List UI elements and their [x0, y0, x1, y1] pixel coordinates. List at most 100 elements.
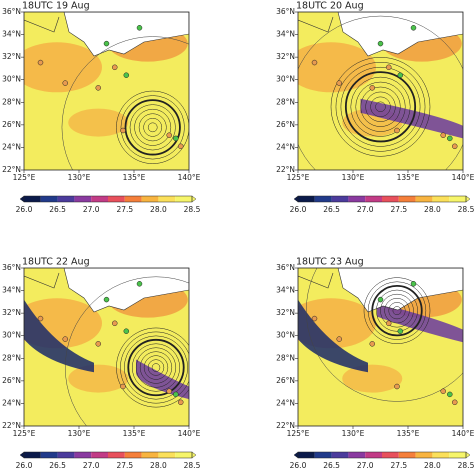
- colorbar-label: 28.0: [150, 205, 167, 214]
- coast: [298, 16, 334, 33]
- station: [336, 80, 342, 86]
- lon-label: 125°E: [13, 173, 36, 182]
- pressure-contour: [344, 71, 417, 143]
- colorbar-segment: [331, 452, 349, 458]
- colorbar-label: 27.0: [357, 461, 374, 470]
- colorbar-segment: [382, 452, 399, 458]
- pressure-contour: [147, 359, 165, 376]
- station: [369, 341, 375, 347]
- pressure-contour: [370, 96, 391, 117]
- station: [37, 315, 44, 322]
- colorbar-segment: [365, 196, 382, 202]
- colorbar-segment: [158, 196, 176, 202]
- warm-area: [298, 42, 376, 93]
- lat-label: 28°N: [276, 97, 295, 106]
- map: [24, 12, 189, 170]
- lat-label: 32°N: [276, 52, 295, 61]
- colorbar-segment: [124, 196, 142, 202]
- lat-label: 22°N: [276, 421, 295, 430]
- colorbar-segment: [141, 196, 159, 202]
- lat-label: 36°N: [2, 263, 21, 272]
- lon-label: 140°E: [178, 429, 201, 438]
- colorbar-segment: [91, 196, 108, 202]
- colorbar-end: [293, 451, 299, 459]
- lat-label: 30°N: [276, 75, 295, 84]
- colorbar-label: 26.5: [49, 205, 66, 214]
- station: [377, 40, 384, 47]
- pressure-contour: [131, 343, 181, 392]
- colorbar-label: 27.5: [390, 461, 407, 470]
- colorbar-label: 26.5: [49, 461, 66, 470]
- pressure-contour: [380, 293, 414, 328]
- cool-wake: [24, 299, 94, 373]
- colorbar-segment: [74, 196, 92, 202]
- pressure-contour: [376, 289, 418, 332]
- pressure-contour: [375, 101, 386, 113]
- colorbar-label: 27.5: [390, 205, 407, 214]
- colorbar-end: [19, 451, 25, 459]
- lat-label: 34°N: [2, 30, 21, 39]
- station: [447, 135, 453, 142]
- frame: [23, 267, 190, 427]
- land: [63, 12, 189, 57]
- pressure-contour: [350, 76, 411, 137]
- station: [37, 59, 44, 66]
- pressure-contour: [365, 91, 396, 122]
- lat-label: 26°N: [276, 120, 295, 129]
- station: [103, 40, 110, 47]
- map: [24, 268, 189, 426]
- station: [452, 399, 458, 406]
- colorbar-segment: [175, 452, 192, 458]
- station: [166, 388, 172, 394]
- colorbar-frame: [297, 451, 467, 459]
- pressure-contour: [388, 302, 406, 320]
- frame: [297, 267, 464, 427]
- lat-label: 24°N: [2, 142, 21, 151]
- colorbar-label: 26.5: [323, 461, 340, 470]
- colorbar-end: [19, 195, 25, 203]
- lat-label: 30°N: [2, 75, 21, 84]
- colorbar-label: 28.0: [150, 461, 167, 470]
- pressure-contour: [135, 347, 177, 388]
- cool-wake: [360, 98, 463, 139]
- colorbar-label: 26.0: [290, 461, 307, 470]
- station: [394, 127, 400, 134]
- cool-wake: [377, 302, 463, 343]
- map: [298, 12, 463, 170]
- colorbar-segment: [57, 196, 75, 202]
- colorbar-label: 27.0: [357, 205, 374, 214]
- station: [95, 85, 101, 91]
- station: [178, 399, 184, 406]
- colorbar-segment: [24, 452, 41, 458]
- colorbar-label: 26.0: [290, 205, 307, 214]
- colorbar-segment: [314, 452, 332, 458]
- colorbar-segment: [124, 452, 142, 458]
- pressure-contour: [120, 95, 185, 160]
- pressure-contour: [129, 104, 176, 151]
- colorbar-frame: [23, 451, 193, 459]
- pressure-contour: [330, 57, 431, 157]
- lat-label: 32°N: [2, 308, 21, 317]
- lon-label: 130°E: [68, 173, 91, 182]
- lat-label: 28°N: [2, 353, 21, 362]
- lat-label: 22°N: [276, 165, 295, 174]
- colorbar-segment: [298, 452, 315, 458]
- coast: [298, 272, 334, 289]
- station: [440, 132, 446, 138]
- pressure-contour: [134, 108, 172, 146]
- colorbar-label: 28.5: [184, 205, 201, 214]
- pressure-contour: [306, 268, 463, 402]
- colorbar-segment: [175, 196, 192, 202]
- station: [386, 320, 392, 327]
- colorbar-segment: [40, 452, 58, 458]
- station: [136, 25, 143, 31]
- panel-title: 18UTC 20 Aug: [296, 1, 364, 12]
- colorbar-frame: [297, 195, 467, 203]
- station: [397, 72, 404, 78]
- colorbar-segment: [398, 452, 416, 458]
- colorbar-label: 27.5: [116, 205, 133, 214]
- colorbar-segment: [314, 196, 332, 202]
- lat-label: 32°N: [276, 308, 295, 317]
- colorbar-segment: [415, 196, 433, 202]
- pressure-contour: [143, 118, 163, 137]
